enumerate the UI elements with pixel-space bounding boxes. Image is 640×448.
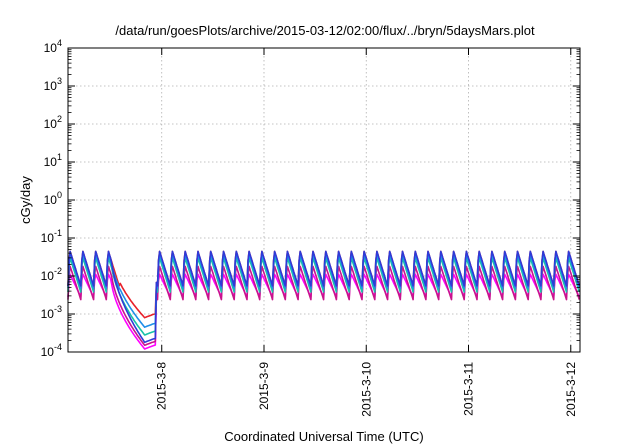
series-line (67, 250, 581, 344)
y-tick-label: 10-4 (41, 342, 62, 359)
gridlines (68, 48, 580, 352)
y-tick-label: 10-3 (41, 304, 62, 321)
series-line (67, 265, 581, 347)
x-tick-label: 2015-3-8 (155, 362, 169, 410)
y-tick-label: 103 (44, 76, 62, 93)
chart-title: /data/run/goesPlots/archive/2015-03-12/0… (115, 23, 535, 38)
x-tick-label: 2015-3-12 (564, 362, 578, 417)
y-tick-label: 104 (44, 38, 62, 55)
x-tick-label: 2015-3-10 (359, 362, 373, 417)
series-line (67, 256, 581, 336)
x-axis: 2015-3-8 2015-3-9 2015-3-10 2015-3-11 2015-3… (155, 48, 578, 417)
y-tick-label: 100 (44, 190, 62, 207)
x-tick-label: 2015-3-11 (462, 362, 476, 416)
y-axis-label: cGy/day (18, 176, 33, 224)
y-tick-label: 10-2 (41, 266, 62, 283)
x-tick-label: 2015-3-9 (257, 362, 271, 410)
y-tick-label: 102 (44, 114, 62, 131)
y-axis: 10-4 10-3 10-2 10-1 100 101 102 103 104 (41, 38, 580, 359)
y-tick-label: 101 (44, 152, 62, 169)
plot-lines (67, 250, 581, 350)
y-tick-label: 10-1 (41, 228, 62, 245)
x-axis-label: Coordinated Universal Time (UTC) (224, 429, 423, 444)
